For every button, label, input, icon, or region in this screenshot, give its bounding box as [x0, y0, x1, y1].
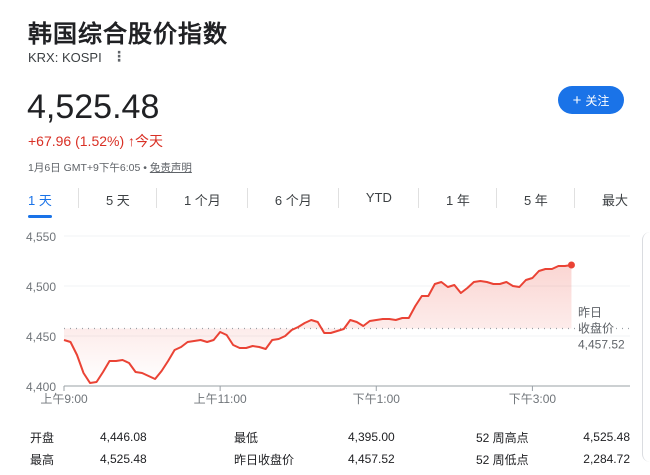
follow-label: 关注 [585, 93, 610, 108]
plus-icon: + [572, 91, 582, 109]
arrow-up-icon: ↑ [128, 133, 136, 149]
stat-label: 最高 [30, 452, 55, 467]
page-title: 韩国综合股价指数 [28, 21, 228, 48]
tab-6[interactable]: 5 年 [523, 193, 548, 208]
ticker-symbol: KRX: KOSPI [28, 50, 102, 65]
tab-divider [247, 188, 249, 208]
stats-row: 最高 4,525.48 昨日收盘价 4,457.52 52 周低点 2,284.72 [30, 448, 630, 470]
tab-divider [156, 188, 158, 208]
more-options-icon[interactable]: ⋮ [112, 48, 126, 64]
tab-divider [418, 188, 420, 208]
x-tick-label: 下午3:00 [509, 392, 557, 406]
stat-value: 2,284.72 [583, 452, 630, 466]
tab-divider [338, 188, 340, 208]
stat-value: 4,525.48 [583, 430, 630, 444]
previous-close-label-2: 收盘价 [578, 320, 614, 335]
timestamp-text: 1月6日 GMT+9下午6:05 • [28, 162, 150, 174]
y-tick-label: 4,550 [26, 230, 56, 244]
change-period: 今天 [135, 133, 164, 149]
last-price-dot [567, 261, 575, 269]
x-tick-label: 上午11:00 [194, 392, 247, 406]
stat-value: 4,525.48 [100, 452, 147, 466]
stat-label: 52 周高点 [476, 430, 529, 445]
stat-value: 4,446.08 [100, 430, 147, 444]
tab-1[interactable]: 5 天 [105, 193, 130, 208]
timestamp: 1月6日 GMT+9下午6:05 • 免责声明 [28, 160, 192, 175]
price-line [63, 264, 572, 384]
range-tabs: 1 天 5 天 1 个月 6 个月 YTD 1 年 5 年 最大 [28, 186, 628, 218]
price-change: +67.96 (1.52%) ↑今天 [28, 131, 163, 151]
stat-label: 开盘 [30, 430, 55, 445]
tab-divider [78, 188, 80, 208]
tab-5[interactable]: 1 年 [446, 193, 470, 208]
tab-divider [496, 188, 498, 208]
x-tick-label: 上午9:00 [40, 392, 88, 406]
tab-0[interactable]: 1 天 [28, 186, 52, 218]
stats-row: 开盘 4,446.08 最低 4,395.00 52 周高点 4,525.48 [30, 426, 630, 448]
previous-close-label-1: 昨日 [578, 305, 602, 319]
y-tick-label: 4,500 [26, 280, 56, 294]
disclaimer-link[interactable]: 免责声明 [149, 162, 192, 174]
area-fill [64, 265, 572, 383]
stat-value: 4,395.00 [348, 430, 395, 444]
stat-value: 4,457.52 [348, 452, 395, 466]
change-value: +67.96 (1.52%) [28, 133, 125, 149]
current-price: 4,525.48 [27, 88, 160, 126]
x-tick-label: 下午1:00 [353, 392, 401, 406]
stat-label: 昨日收盘价 [234, 452, 295, 467]
stat-label: 52 周低点 [476, 452, 529, 467]
tab-divider [574, 188, 576, 208]
tab-7[interactable]: 最大 [601, 193, 628, 208]
y-tick-label: 4,400 [26, 380, 56, 394]
y-tick-label: 4,450 [26, 330, 56, 344]
tab-3[interactable]: 6 个月 [274, 193, 312, 208]
tab-4[interactable]: YTD [365, 190, 392, 205]
stat-label: 最低 [234, 430, 259, 445]
follow-button[interactable]: + 关注 [558, 86, 624, 114]
side-card-edge [642, 232, 650, 462]
stats-table: 开盘 4,446.08 最低 4,395.00 52 周高点 4,525.48 最高 4,52… [30, 426, 630, 470]
previous-close-value: 4,457.52 [578, 337, 625, 351]
tab-2[interactable]: 1 个月 [183, 193, 221, 208]
